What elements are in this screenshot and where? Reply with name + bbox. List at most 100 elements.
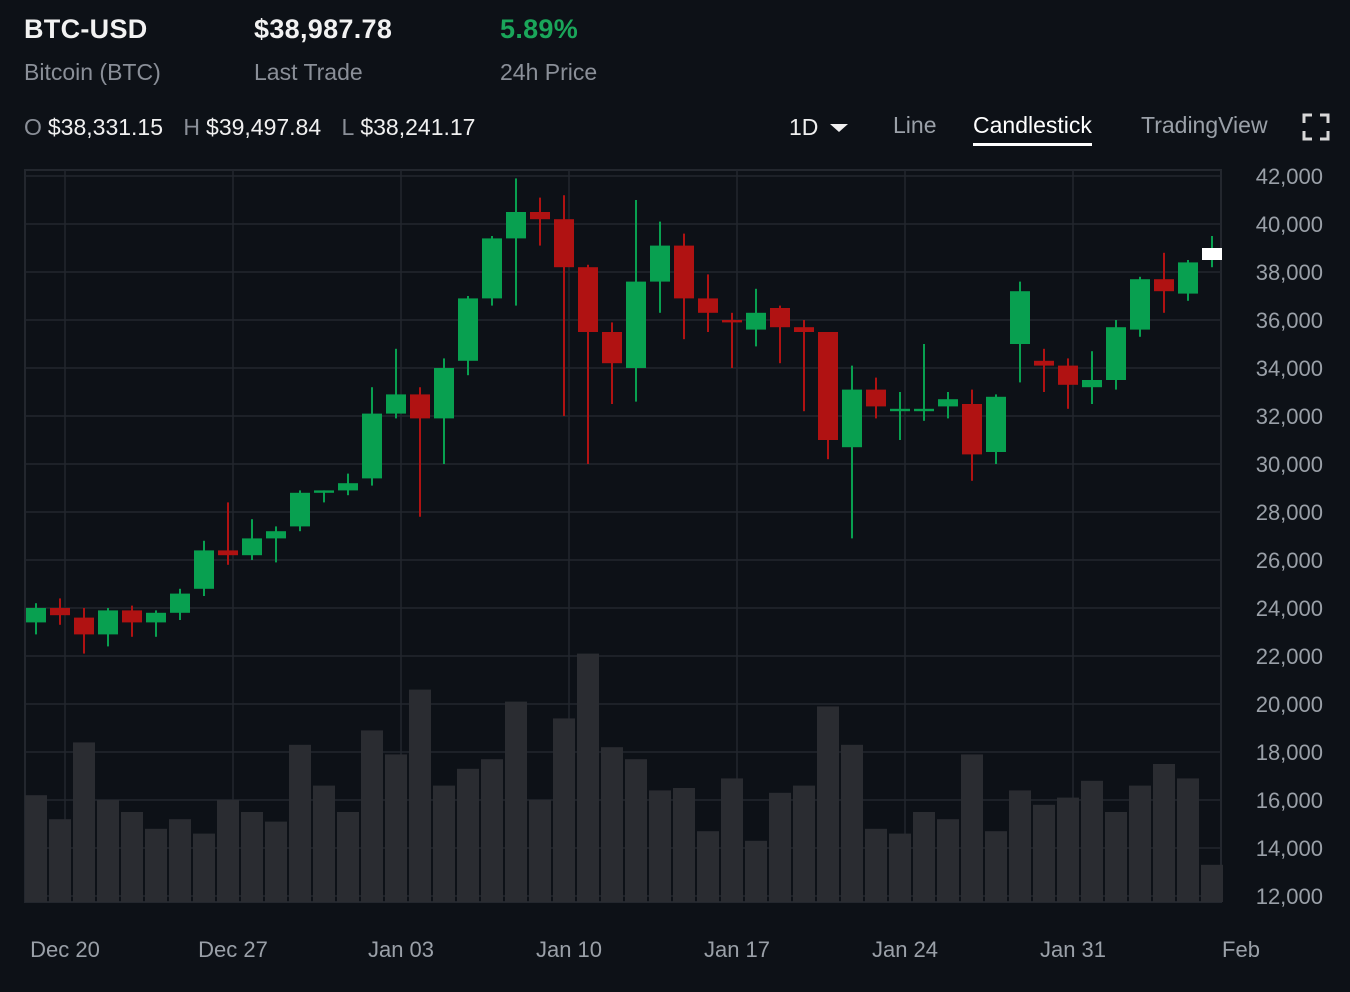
candle-body (1082, 380, 1102, 388)
candle-body (338, 483, 358, 491)
volume-bar (289, 744, 311, 902)
open-value: $38,331.15 (47, 114, 164, 140)
candle (98, 608, 118, 647)
candle (602, 322, 622, 404)
symbol-name: Bitcoin (BTC) (24, 59, 161, 85)
volume-bar (865, 828, 887, 902)
candle (434, 358, 454, 464)
volume-bar (577, 653, 599, 902)
x-tick-label: Jan 10 (536, 937, 602, 962)
volume-bar (553, 718, 575, 902)
y-tick-label: 40,000 (1256, 212, 1323, 237)
candle (266, 526, 286, 563)
y-tick-label: 36,000 (1256, 308, 1323, 333)
volume-bar (769, 792, 791, 902)
candle-body (506, 212, 526, 239)
candle (218, 502, 238, 565)
x-tick-label: Dec 27 (198, 937, 268, 962)
tab-line[interactable]: Line (893, 112, 937, 138)
candle (938, 392, 958, 419)
candle (722, 312, 742, 368)
candle (50, 598, 70, 625)
candle (1130, 276, 1150, 337)
y-tick-label: 14,000 (1256, 836, 1323, 861)
candle-body (74, 617, 94, 635)
candle-body (890, 408, 910, 412)
volume-bar (1009, 790, 1031, 902)
y-tick-label: 26,000 (1256, 548, 1323, 573)
ohlc-readout: O $38,331.15 H $39,497.84 L $38,241.17 (24, 114, 489, 141)
candle-body (698, 298, 718, 313)
volume-bar (169, 819, 191, 902)
volume-bar (361, 730, 383, 902)
volume-bar (889, 833, 911, 902)
candle-body (386, 394, 406, 414)
volume-bar (433, 785, 455, 902)
volume-bar (673, 788, 695, 902)
volume-bar (817, 706, 839, 902)
volume-bar (193, 833, 215, 902)
y-tick-label: 30,000 (1256, 452, 1323, 477)
candle (1058, 358, 1078, 409)
volume-bar (625, 759, 647, 902)
volume-bar (409, 689, 431, 902)
candle-body (122, 610, 142, 623)
candle-body (722, 320, 742, 323)
candle-body (266, 531, 286, 539)
candle (1106, 320, 1126, 390)
volume-bar (481, 759, 503, 902)
volume-bar (241, 812, 263, 902)
candle-body (98, 610, 118, 635)
candle (650, 221, 670, 313)
candle-body (1034, 360, 1054, 366)
candle (674, 233, 694, 340)
candle (554, 195, 574, 416)
candle (410, 387, 430, 517)
high-value: $39,497.84 (206, 114, 322, 140)
candle-body (50, 608, 70, 616)
candle (842, 365, 862, 539)
candle (986, 394, 1006, 464)
volume-bar (1081, 780, 1103, 902)
tab-tradingview[interactable]: TradingView (1141, 112, 1268, 138)
volume-bar (337, 812, 359, 902)
volume-bar (313, 785, 335, 902)
x-tick-label: Dec 20 (30, 937, 100, 962)
candle-body (146, 612, 166, 623)
y-tick-label: 20,000 (1256, 692, 1323, 717)
candle-body (1106, 327, 1126, 380)
candle (362, 387, 382, 486)
range-dropdown[interactable]: 1D (789, 114, 850, 141)
y-tick-label: 32,000 (1256, 404, 1323, 429)
candle (338, 473, 358, 496)
candle-body (194, 550, 214, 589)
candle-body (962, 404, 982, 455)
symbol-title: BTC-USD (24, 14, 148, 44)
candle-body (914, 408, 934, 412)
candle (578, 264, 598, 464)
candle (314, 490, 334, 503)
candle-body (1130, 279, 1150, 330)
candle-body (26, 608, 46, 623)
candle-body (1178, 262, 1198, 294)
last-trade-block: $38,987.78 Last Trade (254, 14, 392, 86)
candle (698, 274, 718, 332)
candle (242, 519, 262, 560)
candle (1034, 348, 1054, 392)
low-label: L (341, 114, 355, 140)
candle-body (362, 413, 382, 479)
range-value: 1D (789, 114, 819, 140)
candle-body (866, 389, 886, 407)
x-tick-label: Jan 24 (872, 937, 938, 962)
candle (866, 377, 886, 419)
candle (890, 392, 910, 440)
y-tick-label: 42,000 (1256, 164, 1323, 189)
price-change-value: 5.89% (500, 14, 579, 44)
low-value: $38,241.17 (360, 114, 476, 140)
y-tick-label: 34,000 (1256, 356, 1323, 381)
tab-candlestick[interactable]: Candlestick (973, 112, 1092, 146)
fullscreen-icon[interactable] (1302, 113, 1330, 141)
volume-bar (1153, 764, 1175, 902)
volume-bar (121, 812, 143, 902)
